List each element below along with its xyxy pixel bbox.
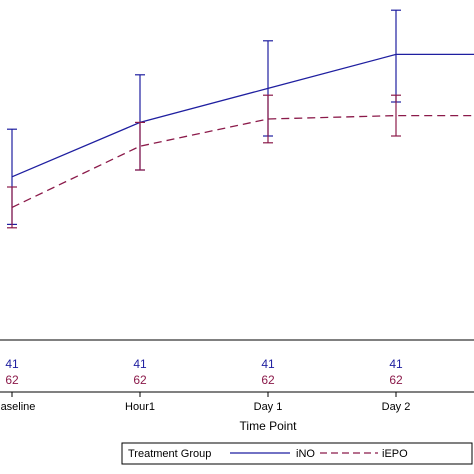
count-iepo-3: 62 (389, 373, 403, 387)
count-ino-1: 41 (133, 357, 147, 371)
x-tick-label-3: Day 2 (382, 401, 411, 413)
count-ino-3: 41 (389, 357, 403, 371)
legend-label-iepo: iEPO (382, 448, 408, 460)
count-iepo-1: 62 (133, 373, 147, 387)
count-iepo-0: 62 (5, 373, 19, 387)
chart-marks (7, 9, 474, 229)
series-line-iepo (11, 114, 474, 208)
x-tick-label-2: Day 1 (254, 401, 283, 413)
at-risk-counts: 41 41 41 41 62 62 62 62 (5, 357, 403, 387)
x-tick-label-1: Hour1 (125, 401, 155, 413)
x-axis-title: Time Point (240, 419, 298, 433)
series-ino (7, 9, 474, 225)
series-line-ino (11, 53, 474, 178)
legend: Treatment Group iNO iEPO (121, 442, 473, 465)
legend-box (121, 442, 473, 465)
count-ino-0: 41 (5, 357, 19, 371)
count-ino-2: 41 (261, 357, 275, 371)
x-tick-label-0: aseline (1, 401, 36, 413)
series-iepo (7, 94, 474, 229)
legend-label-ino: iNO (296, 448, 315, 460)
legend-title: Treatment Group (128, 448, 211, 460)
x-axis: aseline Hour1 Day 1 Day 2 (0, 391, 474, 413)
count-iepo-2: 62 (261, 373, 275, 387)
